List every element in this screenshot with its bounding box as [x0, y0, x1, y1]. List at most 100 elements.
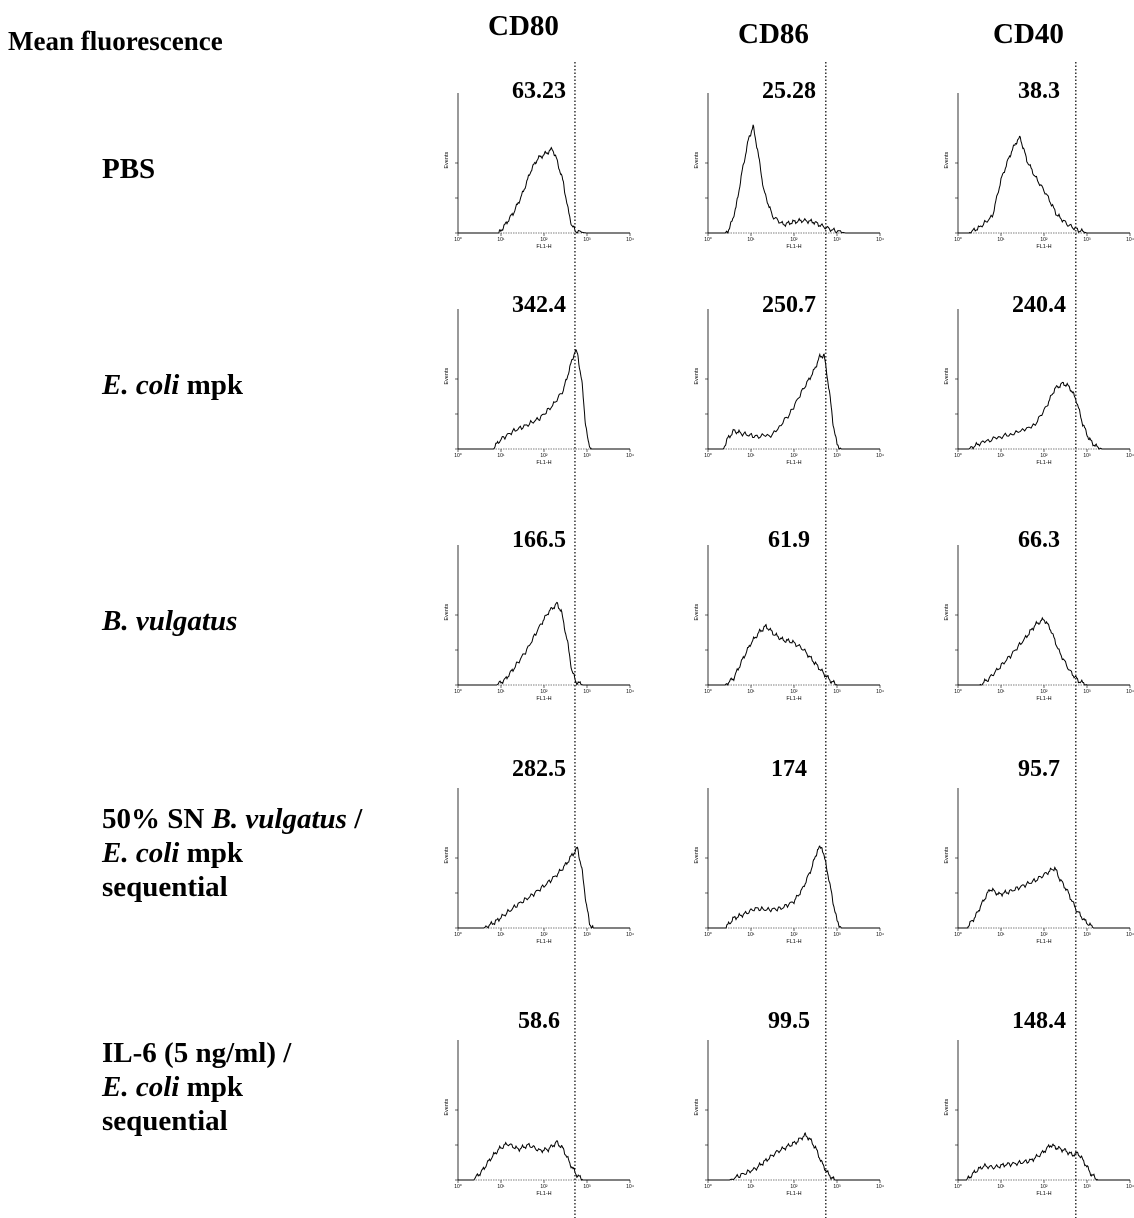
column-header-cd86: CD86 — [738, 18, 809, 50]
row-label-segment: PBS — [102, 153, 156, 185]
row-label-line: sequential — [102, 1104, 291, 1138]
x-tick-label: 10⁰ — [954, 689, 962, 695]
mean-fluorescence-value: 166.5 — [512, 527, 566, 553]
row-label-segment: sequential — [102, 1105, 228, 1137]
x-axis-label: FL1-H — [1036, 244, 1051, 250]
x-tick-label: 10³ — [583, 1184, 591, 1190]
x-tick-label: 10¹ — [747, 453, 755, 459]
x-axis-label: FL1-H — [536, 244, 551, 250]
row-label-5: IL-6 (5 ng/ml) / E. coli mpk sequential — [102, 1036, 291, 1138]
histogram-curve — [708, 352, 880, 450]
histogram-panel-cd86-row-5: Events 10⁰ 10¹ 10² 10³ 10⁴ FL1-H 99.5 — [694, 1008, 884, 1197]
row-label-segment: E. coli — [102, 837, 180, 869]
x-tick-label: 10⁰ — [954, 932, 962, 938]
mean-fluorescence-value: 99.5 — [768, 1008, 810, 1034]
x-tick-label: 10³ — [583, 932, 591, 938]
y-axis-label: Events — [944, 847, 950, 864]
mean-fluorescence-value: 95.7 — [1018, 756, 1060, 782]
histogram-curve — [958, 1143, 1130, 1181]
mean-fluorescence-value: 174 — [771, 756, 807, 782]
x-tick-label: 10¹ — [747, 689, 755, 695]
mean-fluorescence-value: 240.4 — [1012, 292, 1066, 318]
x-tick-label: 10¹ — [747, 1184, 755, 1190]
x-axis-label: FL1-H — [536, 939, 551, 945]
histogram-panel-cd86-row-4: Events 10⁰ 10¹ 10² 10³ 10⁴ FL1-H 174 — [694, 756, 884, 945]
x-tick-label: 10³ — [833, 237, 841, 243]
y-axis-label: Events — [694, 604, 700, 621]
x-tick-label: 10² — [540, 932, 548, 938]
row-label-segment: B. vulgatus — [102, 605, 238, 637]
x-tick-label: 10⁰ — [704, 689, 712, 695]
x-tick-label: 10¹ — [497, 1184, 505, 1190]
mean-fluorescence-value: 61.9 — [768, 527, 810, 553]
x-tick-label: 10² — [1040, 689, 1048, 695]
row-label-segment: E. coli — [102, 369, 180, 401]
x-tick-label: 10² — [540, 689, 548, 695]
x-axis-label: FL1-H — [1036, 696, 1051, 702]
x-tick-label: 10⁴ — [876, 453, 884, 459]
x-tick-label: 10² — [1040, 453, 1048, 459]
x-tick-label: 10⁴ — [626, 453, 634, 459]
histogram-panel-cd80-row-4: Events 10⁰ 10¹ 10² 10³ 10⁴ FL1-H 282.5 — [444, 756, 634, 945]
mean-fluorescence-value: 148.4 — [1012, 1008, 1066, 1034]
y-axis-label: Events — [694, 152, 700, 169]
x-tick-label: 10⁰ — [454, 453, 462, 459]
row-label-segment: mpk — [179, 369, 244, 401]
column-header-cd40: CD40 — [993, 18, 1064, 50]
histogram-panel-cd40-row-2: Events 10⁰ 10¹ 10² 10³ 10⁴ FL1-H 240.4 — [944, 292, 1134, 466]
histogram-panel-cd80-row-5: Events 10⁰ 10¹ 10² 10³ 10⁴ FL1-H 58.6 — [444, 1008, 634, 1197]
histogram-panel-cd80-row-2: Events 10⁰ 10¹ 10² 10³ 10⁴ FL1-H 342.4 — [444, 292, 634, 466]
x-tick-label: 10¹ — [997, 237, 1005, 243]
histogram-panel-cd40-row-4: Events 10⁰ 10¹ 10² 10³ 10⁴ FL1-H 95.7 — [944, 756, 1134, 945]
row-label-line: E. coli mpk — [102, 836, 362, 870]
x-tick-label: 10⁴ — [626, 237, 634, 243]
x-tick-label: 10⁴ — [626, 932, 634, 938]
x-tick-label: 10² — [790, 237, 798, 243]
x-tick-label: 10² — [790, 689, 798, 695]
histogram-panel-cd40-row-5: Events 10⁰ 10¹ 10² 10³ 10⁴ FL1-H 148.4 — [944, 1008, 1134, 1197]
x-axis-label: FL1-H — [1036, 1191, 1051, 1197]
mean-fluorescence-value: 282.5 — [512, 756, 566, 782]
x-tick-label: 10⁰ — [454, 1184, 462, 1190]
x-tick-label: 10³ — [1083, 1184, 1091, 1190]
x-axis-label: FL1-H — [536, 460, 551, 466]
row-label-line: B. vulgatus — [102, 604, 237, 638]
y-axis-label: Events — [694, 1099, 700, 1116]
mean-fluorescence-value: 63.23 — [512, 78, 566, 104]
x-tick-label: 10⁰ — [954, 1184, 962, 1190]
mean-fluorescence-value: 342.4 — [512, 292, 566, 318]
y-axis-label: Events — [444, 604, 450, 621]
row-label-1: PBS — [102, 152, 155, 186]
x-tick-label: 10⁴ — [626, 689, 634, 695]
row-label-line: E. coli mpk — [102, 368, 243, 402]
row-label-segment: 50% SN — [102, 803, 212, 835]
x-tick-label: 10³ — [1083, 932, 1091, 938]
x-tick-label: 10⁴ — [1126, 932, 1134, 938]
histogram-curve — [708, 623, 880, 687]
y-axis-label: Events — [694, 368, 700, 385]
row-label-line: 50% SN B. vulgatus / — [102, 802, 362, 836]
x-axis-label: FL1-H — [786, 460, 801, 466]
histogram-panel-cd40-row-3: Events 10⁰ 10¹ 10² 10³ 10⁴ FL1-H 66.3 — [944, 527, 1134, 702]
y-axis-label: Events — [444, 1099, 450, 1116]
row-label-segment: sequential — [102, 871, 228, 903]
histogram-panel-cd80-row-3: Events 10⁰ 10¹ 10² 10³ 10⁴ FL1-H 166.5 — [444, 527, 634, 702]
histogram-curve — [458, 349, 630, 450]
x-tick-label: 10¹ — [997, 1184, 1005, 1190]
x-tick-label: 10² — [1040, 932, 1048, 938]
x-tick-label: 10⁰ — [704, 932, 712, 938]
x-tick-label: 10⁰ — [454, 237, 462, 243]
x-tick-label: 10² — [1040, 237, 1048, 243]
x-tick-label: 10³ — [1083, 689, 1091, 695]
x-tick-label: 10³ — [833, 453, 841, 459]
x-tick-label: 10³ — [833, 932, 841, 938]
histogram-curve — [958, 135, 1130, 234]
histogram-panel-cd86-row-3: Events 10⁰ 10¹ 10² 10³ 10⁴ FL1-H 61.9 — [694, 527, 884, 702]
mean-fluorescence-value: 25.28 — [762, 78, 816, 104]
x-tick-label: 10⁰ — [954, 237, 962, 243]
column-header-cd80: CD80 — [488, 10, 559, 42]
x-tick-label: 10⁴ — [1126, 1184, 1134, 1190]
x-tick-label: 10⁰ — [704, 1184, 712, 1190]
x-tick-label: 10¹ — [497, 689, 505, 695]
row-label-segment: mpk — [179, 1071, 244, 1103]
